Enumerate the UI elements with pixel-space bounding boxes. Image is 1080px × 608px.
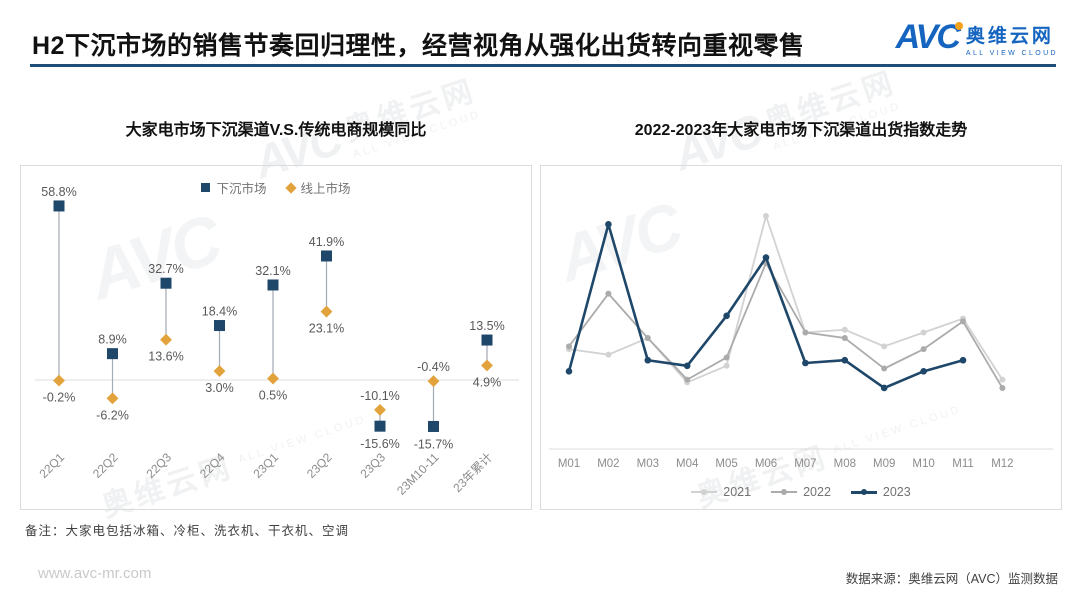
- legend-item-2021: 2021: [691, 485, 751, 499]
- svg-text:23Q3: 23Q3: [357, 450, 388, 481]
- svg-text:23Q2: 23Q2: [304, 450, 335, 481]
- lollipop-chart: 58.8% -0.2% 22Q1 8.9% -6.2% 22Q2 32.7% 13.6% 22Q…: [35, 185, 519, 498]
- svg-text:M09: M09: [873, 458, 895, 470]
- svg-text:M08: M08: [834, 458, 856, 470]
- svg-text:23Q1: 23Q1: [250, 450, 281, 481]
- svg-text:-0.4%: -0.4%: [417, 360, 450, 374]
- footer-url: www.avc-mr.com: [38, 565, 152, 582]
- legend-item-2023: 2023: [850, 485, 911, 499]
- left-chart-title: 大家电市场下沉渠道V.S.传统电商规模同比: [125, 122, 427, 139]
- right-chart-legend: 2021 2022 2023: [541, 485, 1061, 499]
- svg-text:32.1%: 32.1%: [255, 264, 290, 278]
- svg-text:41.9%: 41.9%: [309, 235, 344, 249]
- logo-name-cn: 奥维云网: [965, 26, 1054, 47]
- svg-text:22Q3: 22Q3: [143, 450, 174, 481]
- svg-text:-0.2%: -0.2%: [43, 391, 76, 405]
- svg-text:M06: M06: [755, 458, 777, 470]
- svg-text:23M10-11: 23M10-11: [394, 450, 442, 498]
- diamond-marker-icon: [284, 181, 297, 194]
- svg-text:0.5%: 0.5%: [259, 389, 288, 403]
- footnote: 备注：大家电包括冰箱、冷柜、洗衣机、干衣机、空调: [25, 524, 350, 538]
- svg-text:58.8%: 58.8%: [41, 185, 76, 199]
- svg-text:-10.1%: -10.1%: [360, 389, 400, 403]
- right-chart-panel: M01 M02 M03 M04 M05 M06 M07 M08 M09 M10 M11 M12 202…: [540, 165, 1062, 510]
- svg-text:M07: M07: [794, 458, 816, 470]
- svg-text:23年累计: 23年累计: [450, 450, 495, 495]
- logo-orange-dot-icon: [954, 22, 963, 30]
- right-chart-title: 2022-2023年大家电市场下沉渠道出货指数走势: [634, 122, 968, 139]
- svg-text:M11: M11: [952, 458, 974, 470]
- svg-text:8.9%: 8.9%: [98, 333, 127, 347]
- svg-text:M01: M01: [558, 458, 580, 470]
- header-divider: [30, 64, 1056, 67]
- left-chart-panel: 58.8% -0.2% 22Q1 8.9% -6.2% 22Q2 32.7% 13.6% 22Q…: [20, 165, 532, 510]
- svg-text:-15.7%: -15.7%: [414, 437, 454, 451]
- line-marker-icon: [771, 489, 798, 495]
- svg-text:32.7%: 32.7%: [148, 262, 183, 276]
- avc-logo-text: AVC: [896, 18, 963, 56]
- data-source: 数据来源：奥维云网（AVC）监测数据: [845, 572, 1058, 586]
- svg-text:22Q2: 22Q2: [90, 450, 121, 481]
- svg-text:22Q1: 22Q1: [36, 450, 67, 481]
- svg-text:13.5%: 13.5%: [469, 319, 504, 333]
- logo-name-en: ALL VIEW CLOUD: [965, 50, 1058, 57]
- svg-text:13.6%: 13.6%: [148, 350, 183, 364]
- square-marker-icon: [201, 183, 211, 192]
- svg-text:M02: M02: [597, 458, 619, 470]
- svg-text:18.4%: 18.4%: [202, 305, 237, 319]
- legend-item-2022: 2022: [771, 485, 831, 499]
- svg-text:M05: M05: [715, 458, 737, 470]
- avc-logo: AVC 奥维云网 ALL VIEW CLOUD: [896, 18, 1058, 57]
- line-marker-icon: [691, 489, 718, 495]
- svg-text:22Q4: 22Q4: [197, 450, 228, 481]
- svg-text:M10: M10: [912, 458, 934, 470]
- svg-text:M03: M03: [637, 458, 659, 470]
- legend-item-sinking-market: 下沉市场: [201, 178, 267, 197]
- line-marker-icon: [850, 488, 877, 495]
- svg-text:M12: M12: [991, 458, 1013, 470]
- left-chart-legend: 下沉市场 线上市场: [21, 178, 531, 197]
- svg-text:4.9%: 4.9%: [473, 375, 502, 389]
- svg-text:-6.2%: -6.2%: [96, 408, 129, 422]
- page-title: H2下沉市场的销售节奏回归理性，经营视角从强化出货转向重视零售: [32, 32, 805, 60]
- line-chart: M01 M02 M03 M04 M05 M06 M07 M08 M09 M10 M11 M12: [549, 212, 1053, 470]
- svg-text:3.0%: 3.0%: [205, 381, 234, 395]
- svg-text:M04: M04: [676, 458, 699, 470]
- legend-item-online-market: 线上市场: [284, 178, 351, 197]
- svg-text:23.1%: 23.1%: [309, 322, 344, 336]
- svg-text:-15.6%: -15.6%: [360, 437, 400, 451]
